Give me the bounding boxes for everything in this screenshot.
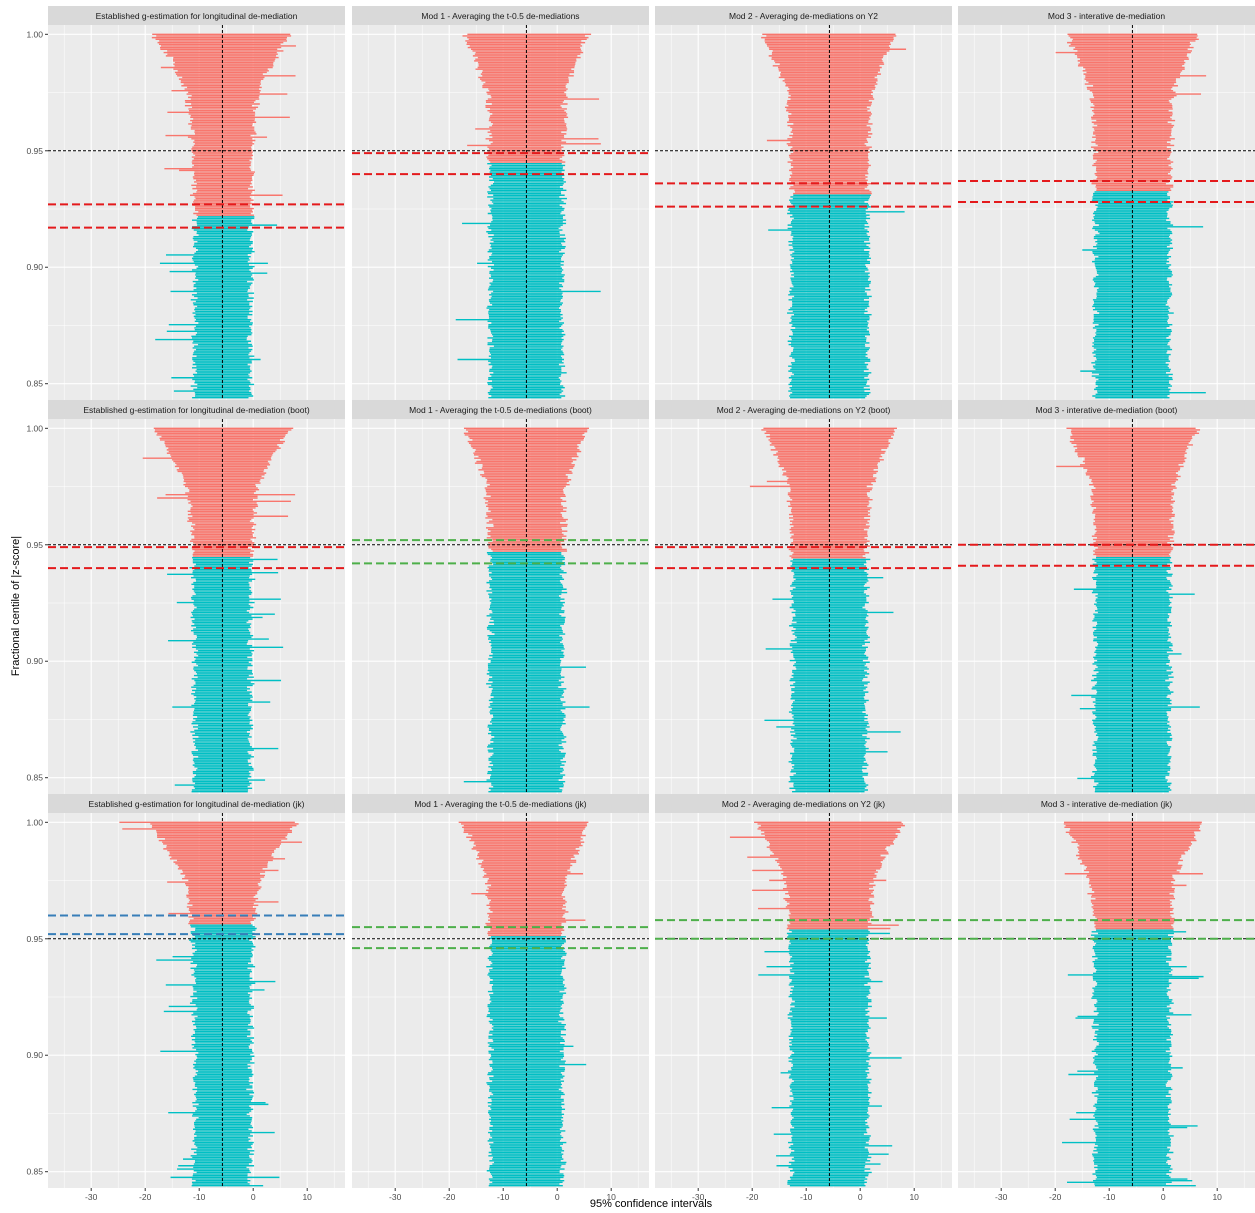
x-tick-label: -10 (800, 1192, 813, 1202)
facet-title: Mod 3 - interative de-mediation (boot) (1036, 405, 1178, 415)
facet-panel: Mod 1 - Averaging the t-0.5 de-mediation… (352, 794, 649, 1202)
facet-title: Established g-estimation for longitudina… (83, 405, 309, 415)
y-tick-label: 0.95 (26, 540, 43, 550)
x-tick-label: 0 (555, 1192, 560, 1202)
facet-strip (958, 6, 1255, 25)
x-axis-title: 95% confidence intervals (590, 1198, 713, 1210)
x-tick-label: 0 (251, 1192, 256, 1202)
facet-strip (48, 400, 345, 419)
interval-series (151, 33, 296, 399)
facet-panel: Mod 2 - Averaging de-mediations on Y2 (655, 6, 952, 400)
facet-title: Mod 2 - Averaging de-mediations on Y2 (729, 11, 878, 21)
y-tick-label: 0.90 (26, 262, 43, 272)
x-tick-label: -10 (497, 1192, 510, 1202)
interval-series (761, 33, 907, 399)
y-tick-label: 0.95 (26, 146, 43, 156)
facet-panel: Established g-estimation for longitudina… (26, 400, 345, 794)
x-tick-label: -30 (389, 1192, 402, 1202)
y-tick-label: 0.90 (26, 1050, 43, 1060)
y-tick-label: 1.00 (26, 29, 43, 39)
x-tick-label: 10 (606, 1192, 616, 1202)
facet-strip (655, 794, 952, 813)
facet-title: Mod 3 - interative de-mediation (jk) (1041, 799, 1173, 809)
facet-title: Mod 1 - Averaging the t-0.5 de-mediation… (414, 799, 586, 809)
x-tick-label: 10 (909, 1192, 919, 1202)
facet-strip (958, 794, 1255, 813)
facet-strip (352, 6, 649, 25)
facet-panel: Mod 3 - interative de-mediation (958, 6, 1255, 400)
facet-panel: Established g-estimation for longitudina… (26, 794, 345, 1202)
facet-title: Mod 2 - Averaging de-mediations on Y2 (j… (722, 799, 885, 809)
y-tick-label: 1.00 (26, 423, 43, 433)
y-tick-label: 0.85 (26, 773, 43, 783)
facet-panel: Established g-estimation for longitudina… (26, 6, 345, 400)
x-tick-label: -30 (692, 1192, 705, 1202)
y-tick-label: 0.85 (26, 379, 43, 389)
facet-panel: Mod 1 - Averaging the t-0.5 de-mediation… (352, 6, 649, 400)
facet-panel: Mod 1 - Averaging the t-0.5 de-mediation… (352, 400, 649, 794)
interval-series (463, 427, 590, 793)
interval-series (749, 427, 901, 793)
facet-strip (352, 400, 649, 419)
x-tick-label: -20 (443, 1192, 456, 1202)
facet-panel: Mod 2 - Averaging de-mediations on Y2 (b… (655, 400, 952, 794)
interval-series (142, 427, 296, 793)
y-tick-label: 0.90 (26, 656, 43, 666)
facet-strip (352, 794, 649, 813)
facet-panel: Mod 3 - interative de-mediation (jk) -30 -… (958, 794, 1255, 1202)
y-tick-label: 0.95 (26, 934, 43, 944)
x-tick-label: -20 (139, 1192, 152, 1202)
y-tick-label: 1.00 (26, 817, 43, 827)
facet-strip (48, 794, 345, 813)
facet-panel: Mod 3 - interative de-mediation (boot) (958, 400, 1255, 794)
facet-strip (655, 6, 952, 25)
facet-strip (655, 400, 952, 419)
x-tick-label: -30 (85, 1192, 98, 1202)
facet-panel: Mod 2 - Averaging de-mediations on Y2 (j… (655, 794, 952, 1202)
y-tick-label: 0.85 (26, 1167, 43, 1177)
x-tick-label: -10 (1103, 1192, 1116, 1202)
facet-title: Mod 2 - Averaging de-mediations on Y2 (b… (717, 405, 891, 415)
facet-title: Established g-estimation for longitudina… (96, 11, 298, 21)
facet-title: Mod 1 - Averaging the t-0.5 de-mediation… (421, 11, 579, 21)
y-axis-title: Fractional centile of |z-score| (10, 536, 22, 676)
x-tick-label: 0 (858, 1192, 863, 1202)
x-tick-label: 10 (302, 1192, 312, 1202)
facet-title: Established g-estimation for longitudina… (89, 799, 305, 809)
x-tick-label: -20 (1049, 1192, 1062, 1202)
interval-series (1055, 33, 1207, 399)
x-tick-label: -20 (746, 1192, 759, 1202)
x-tick-label: -30 (995, 1192, 1008, 1202)
facet-strip (48, 6, 345, 25)
facet-title: Mod 3 - interative de-mediation (1048, 11, 1165, 21)
x-tick-label: -10 (193, 1192, 206, 1202)
facet-title: Mod 1 - Averaging the t-0.5 de-mediation… (409, 405, 592, 415)
facet-strip (958, 400, 1255, 419)
interval-series (1062, 821, 1204, 1187)
interval-series (729, 821, 905, 1187)
x-tick-label: 10 (1212, 1192, 1222, 1202)
x-tick-label: 0 (1161, 1192, 1166, 1202)
